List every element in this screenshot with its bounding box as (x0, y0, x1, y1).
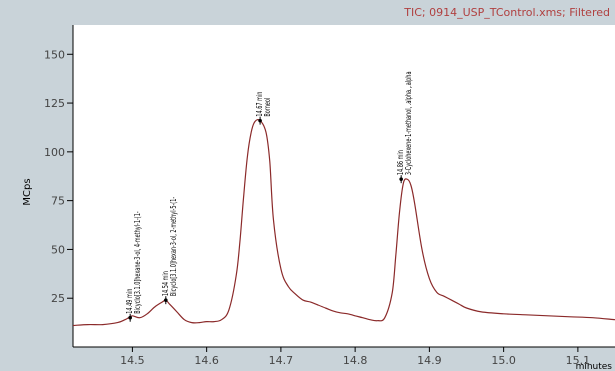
x-tick-label: 15.0 (491, 354, 516, 367)
x-tick-label: 14.9 (417, 354, 442, 367)
peak-annotation-compound: Borneol (263, 98, 273, 117)
y-tick-label: 50 (51, 243, 65, 256)
peak-annotation-compound: Bicyclo[3.1.0]hexan-3-ol, 2-methyl-5-(1- (169, 196, 179, 296)
x-tick-label: 15.1 (566, 354, 591, 367)
peak-marker-dot (128, 315, 132, 320)
peak-marker-dot (258, 118, 262, 123)
y-axis: 25 50 75 100 125 150 (44, 25, 74, 347)
peak-marker-dot (399, 177, 403, 181)
peak-annotation-time: 14.54 min (161, 271, 171, 296)
y-tick-label: 125 (44, 97, 65, 110)
peak-annotation-compound: Bicyclo[3.1.0]hexane-3-ol, 4-methyl-1-(1… (133, 211, 143, 314)
x-tick-label: 14.7 (269, 354, 294, 367)
peak-annotation-time: 14.67 min (255, 92, 265, 117)
peak-marker-dot (164, 298, 168, 302)
plot-area (73, 25, 615, 347)
x-tick-label: 14.8 (343, 354, 368, 367)
y-axis-label: MCps (22, 178, 33, 205)
y-tick-label: 100 (44, 146, 65, 159)
y-tick-label: 25 (51, 292, 65, 305)
x-axis: 14.5 14.6 14.7 14.8 14.9 15.0 15.1 (73, 346, 615, 367)
peak-annotation-compound: 3-Cyclohexene-1-methanol, .alpha.,.alpha (404, 72, 414, 176)
peak-annotation-time: 14.49 min (125, 289, 135, 314)
peak-annotation-time: 14.86 min (396, 150, 406, 175)
y-tick-label: 150 (44, 48, 65, 61)
x-axis-label: minutes (576, 362, 613, 371)
chart-title: TIC; 0914_USP_TControl.xms; Filtered (403, 6, 610, 19)
y-tick-label: 75 (51, 195, 65, 208)
x-tick-label: 14.5 (120, 354, 145, 367)
x-tick-label: 14.6 (194, 354, 219, 367)
